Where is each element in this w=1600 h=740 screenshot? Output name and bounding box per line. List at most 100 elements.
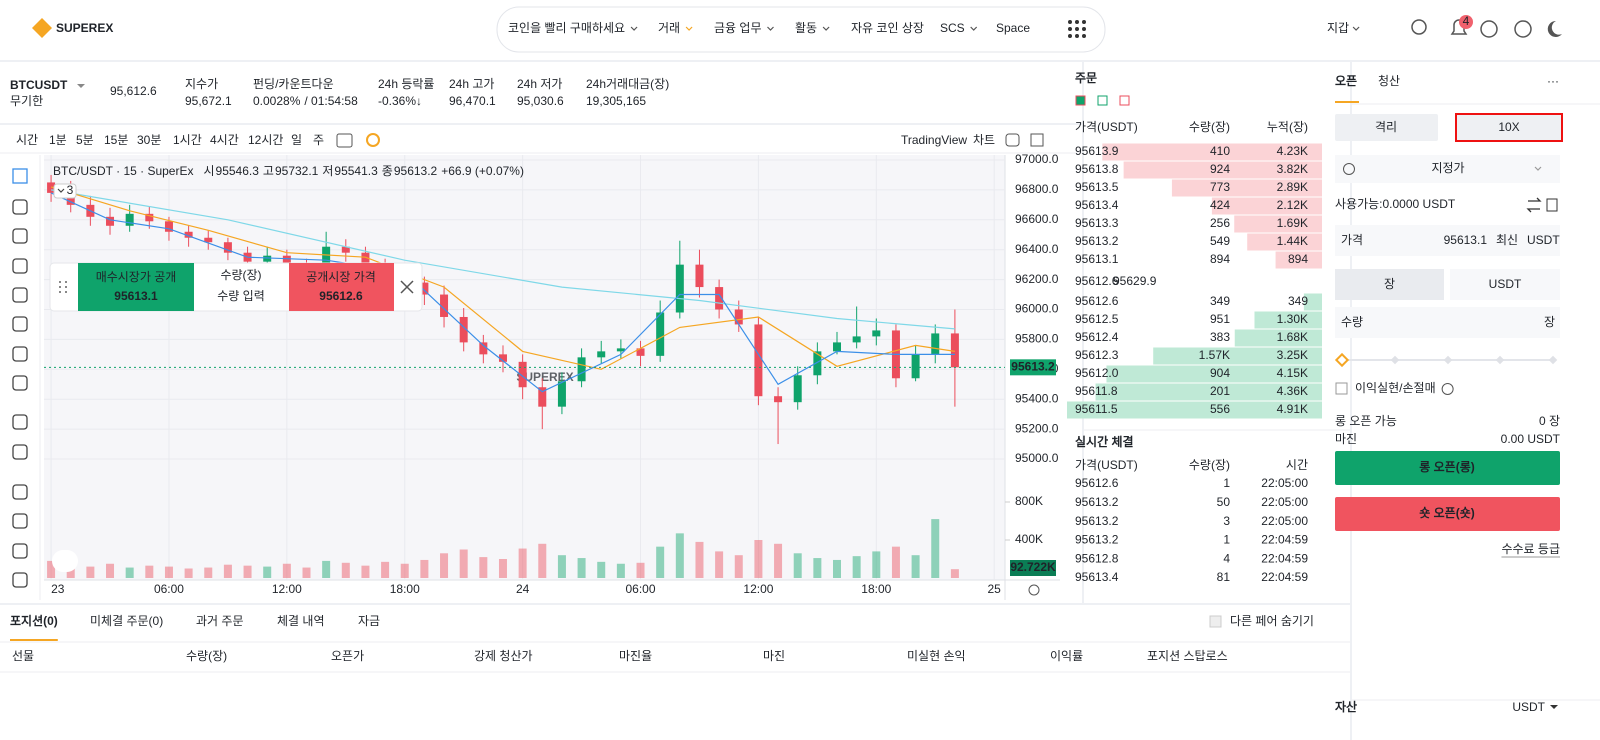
book-price[interactable]: 95613.9 xyxy=(1075,144,1119,158)
nav-item[interactable]: 거래 xyxy=(658,21,680,35)
interval[interactable]: 12시간 xyxy=(248,133,283,147)
interval[interactable]: 5분 xyxy=(76,133,94,147)
nav-item[interactable]: SCS xyxy=(940,21,965,35)
fullscreen-icon[interactable] xyxy=(1030,133,1044,147)
depth-view-toggle[interactable] xyxy=(1097,95,1108,106)
drawing-tool[interactable] xyxy=(12,543,28,559)
interval[interactable]: 30분 xyxy=(137,133,161,147)
qty-placeholder[interactable]: 수량 입력 xyxy=(217,289,265,303)
position-tab[interactable]: 자금 xyxy=(358,614,380,628)
form-tab[interactable]: 오픈 xyxy=(1335,74,1357,88)
order-type-select[interactable] xyxy=(1335,155,1560,183)
position-tab[interactable]: 체결 내역 xyxy=(277,614,325,628)
last-price: 95,612.6 xyxy=(110,84,157,98)
hide-pairs-checkbox[interactable] xyxy=(1209,615,1222,628)
drawing-tool[interactable] xyxy=(12,258,28,274)
book-price[interactable]: 95612.6 xyxy=(1075,294,1119,308)
short-button[interactable] xyxy=(1335,497,1560,531)
book-price[interactable]: 95611.8 xyxy=(1075,384,1118,398)
book-price[interactable]: 95612.4 xyxy=(1075,330,1119,344)
nav-item[interactable]: 코인을 빨리 구매하세요 xyxy=(508,21,625,35)
wallet-menu[interactable]: 지갑 xyxy=(1327,21,1349,35)
interval[interactable]: 4시간 xyxy=(210,133,239,147)
book-qty: 201 xyxy=(1210,384,1230,398)
interval[interactable]: 1분 xyxy=(49,133,67,147)
drawing-tool[interactable] xyxy=(12,199,28,215)
book-price[interactable]: 95612.3 xyxy=(1075,348,1119,362)
globe-icon[interactable] xyxy=(1514,20,1532,38)
interval[interactable]: 15분 xyxy=(104,133,128,147)
buy-market-button[interactable] xyxy=(78,263,194,311)
drawing-tool[interactable] xyxy=(12,346,28,362)
nav-item[interactable]: Space xyxy=(996,21,1030,35)
drawing-tool[interactable] xyxy=(12,414,28,430)
form-tab[interactable]: 청산 xyxy=(1378,74,1400,88)
margin-mode-button[interactable] xyxy=(1335,114,1438,141)
tradingview-tab[interactable]: TradingView xyxy=(901,133,967,147)
book-price[interactable]: 95611.5 xyxy=(1075,402,1118,416)
qty-input[interactable] xyxy=(1335,307,1560,338)
drawing-tool[interactable] xyxy=(12,375,28,391)
more-menu[interactable]: ··· xyxy=(1547,74,1559,88)
apps-icon[interactable] xyxy=(1068,20,1086,38)
drawing-tool[interactable] xyxy=(12,572,28,588)
drawing-tool[interactable] xyxy=(12,484,28,500)
tpsl-checkbox[interactable] xyxy=(1335,382,1348,395)
fee-link[interactable]: 수수료 등급 xyxy=(1501,542,1560,556)
leverage-button[interactable] xyxy=(1455,113,1563,142)
unit-option[interactable] xyxy=(1335,269,1444,300)
candle-body xyxy=(204,237,213,243)
book-price[interactable]: 95613.8 xyxy=(1075,162,1119,176)
drawing-tool[interactable] xyxy=(12,316,28,332)
drawing-tool[interactable] xyxy=(12,228,28,244)
settings-icon[interactable] xyxy=(366,133,380,147)
book-price[interactable]: 95613.3 xyxy=(1075,216,1119,230)
latest-button[interactable]: 최신 xyxy=(1496,233,1518,247)
book-price[interactable]: 95612.5 xyxy=(1075,312,1119,326)
position-tab[interactable]: 과거 주문 xyxy=(196,614,244,628)
download-icon[interactable] xyxy=(1480,20,1498,38)
depth-view-toggle[interactable] xyxy=(1075,95,1086,106)
calc-icon[interactable] xyxy=(1546,198,1558,212)
drawing-tool[interactable] xyxy=(12,287,28,303)
trades-title: 실시간 체결 xyxy=(1075,434,1134,449)
theme-icon[interactable] xyxy=(1547,20,1562,37)
interval[interactable]: 1시간 xyxy=(173,133,202,147)
screenshot-icon[interactable] xyxy=(1005,133,1020,147)
nav-item[interactable]: 활동 xyxy=(795,21,817,35)
position-tab[interactable]: 미체결 주문(0) xyxy=(90,614,163,628)
user-icon[interactable] xyxy=(1411,19,1427,35)
interval[interactable]: 일 xyxy=(291,133,302,147)
position-tab[interactable]: 포지션(0) xyxy=(10,613,58,628)
book-price[interactable]: 95613.4 xyxy=(1075,198,1119,212)
book-price[interactable]: 95613.2 xyxy=(1075,234,1119,248)
nav-item[interactable]: 자유 코인 상장 xyxy=(851,21,924,35)
legend-label: 저 xyxy=(322,164,333,178)
moving-average xyxy=(50,186,955,370)
trade-price: 95613.2 xyxy=(1075,533,1119,547)
badge xyxy=(1459,15,1473,29)
axis-settings[interactable] xyxy=(1028,584,1040,596)
nav-item[interactable]: 금융 업무 xyxy=(714,21,762,35)
interval[interactable]: 주 xyxy=(313,133,324,147)
drawing-tool[interactable] xyxy=(12,168,28,184)
book-price[interactable]: 95613.5 xyxy=(1075,180,1119,194)
price-input[interactable] xyxy=(1335,225,1560,256)
chart-tab[interactable]: 차트 xyxy=(973,133,995,147)
book-price[interactable]: 95613.1 xyxy=(1075,252,1119,266)
depth-view-toggle[interactable] xyxy=(1119,95,1130,106)
candle-body xyxy=(616,348,625,352)
indicator-icon[interactable] xyxy=(336,133,353,148)
symbol[interactable]: BTCUSDT xyxy=(10,78,68,92)
transfer-icon[interactable] xyxy=(1526,197,1542,213)
close-widget[interactable] xyxy=(400,280,414,294)
slider-thumb[interactable] xyxy=(1334,352,1350,368)
long-button[interactable] xyxy=(1335,451,1560,485)
unit-option[interactable] xyxy=(1450,269,1560,300)
assets-unit[interactable]: USDT xyxy=(1512,700,1545,714)
legend-toggle[interactable] xyxy=(53,183,77,199)
drawing-tool[interactable] xyxy=(12,513,28,529)
sell-market-button[interactable] xyxy=(289,263,394,311)
drawing-tool[interactable] xyxy=(12,444,28,460)
book-price[interactable]: 95612.0 xyxy=(1075,366,1119,380)
